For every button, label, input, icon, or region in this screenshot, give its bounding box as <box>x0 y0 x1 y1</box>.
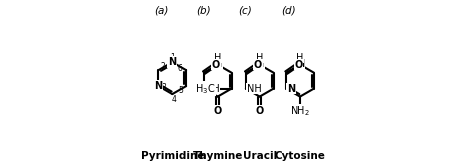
Text: NH: NH <box>205 84 219 94</box>
Text: N: N <box>255 59 264 69</box>
Text: H$_3$C: H$_3$C <box>195 82 216 96</box>
Text: N: N <box>287 84 295 94</box>
Text: Pyrimidine: Pyrimidine <box>141 151 204 161</box>
Text: N: N <box>214 59 222 69</box>
Text: (c): (c) <box>239 5 253 15</box>
Text: NH$_2$: NH$_2$ <box>290 104 310 118</box>
Text: 3: 3 <box>161 83 166 92</box>
Text: 1: 1 <box>170 53 175 62</box>
Text: O: O <box>294 60 302 70</box>
Text: H: H <box>214 53 221 63</box>
Text: O: O <box>254 60 262 70</box>
Text: O: O <box>255 106 264 116</box>
Text: 4: 4 <box>172 95 176 104</box>
Text: Thymine: Thymine <box>192 151 243 161</box>
Text: O: O <box>212 60 220 70</box>
Text: N: N <box>155 81 163 91</box>
Text: N: N <box>296 59 304 69</box>
Text: Uracil: Uracil <box>243 151 277 161</box>
Text: NH: NH <box>246 84 262 94</box>
Text: 2: 2 <box>161 62 165 71</box>
Text: H: H <box>256 53 264 63</box>
Text: H: H <box>296 53 304 63</box>
Text: O: O <box>214 106 222 116</box>
Text: 5: 5 <box>179 86 183 95</box>
Text: Cytosine: Cytosine <box>274 151 326 161</box>
Text: (a): (a) <box>154 5 168 15</box>
Text: N: N <box>168 57 176 67</box>
Text: 6: 6 <box>178 64 182 73</box>
Text: (b): (b) <box>196 5 210 15</box>
Text: (d): (d) <box>282 5 296 15</box>
